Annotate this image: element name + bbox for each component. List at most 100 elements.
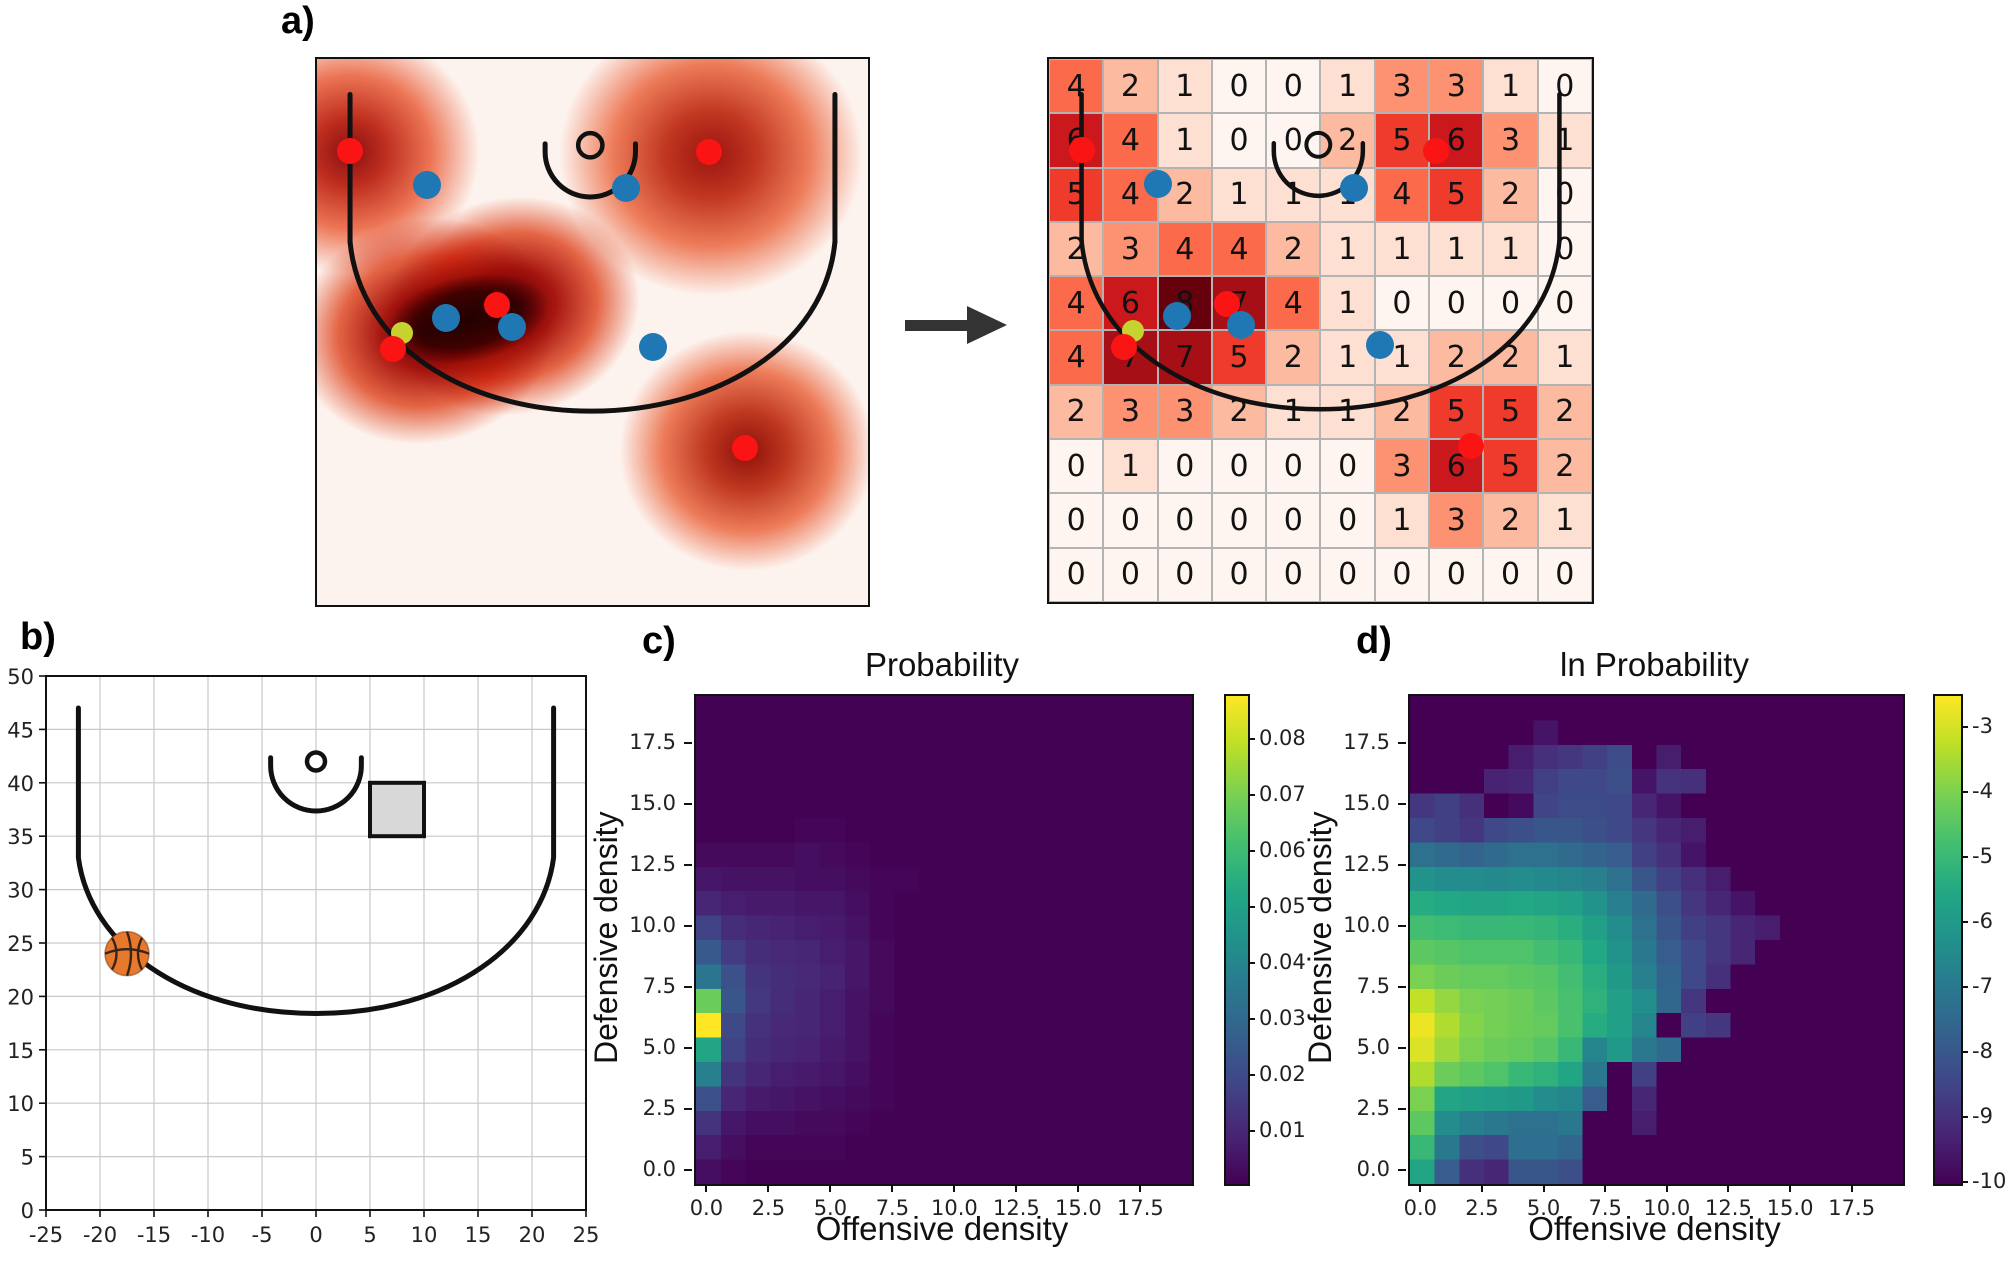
grid-cell: 4 (1049, 276, 1104, 331)
grid-cell-value: 3 (1120, 394, 1140, 430)
panel-c-title: Probability (864, 646, 1020, 683)
grid-cell-value: 1 (1283, 394, 1303, 430)
b-x-tick-label: 20 (519, 1223, 546, 1247)
panel-c-colorbar (1224, 694, 1250, 1186)
offense-player-dot (337, 137, 364, 164)
grid-cell-value: 0 (1555, 177, 1575, 213)
heatmap-x-tick-mark (829, 1184, 832, 1192)
grid-cell-value: 1 (1175, 122, 1195, 158)
panel-c-heatmap (694, 694, 1194, 1186)
b-y-tick-label: 35 (7, 825, 34, 849)
colorbar-tick-mark (1248, 961, 1255, 964)
grid-cell-value: 2 (1338, 122, 1358, 158)
grid-cell: 4 (1374, 167, 1430, 222)
basketball-seam (110, 937, 118, 971)
heatmap-y-tick-label: 5.0 (1356, 1034, 1390, 1059)
grid-cell: 1 (1537, 330, 1592, 385)
grid-cell: 1 (1266, 384, 1321, 440)
grid-cell-value: 4 (1175, 231, 1195, 267)
heatmap-x-tick-label: 12.5 (993, 1196, 1040, 1220)
grid-cell-value: 3 (1446, 503, 1466, 539)
grid-cell: 1 (1211, 167, 1267, 222)
grid-cell: 0 (1320, 547, 1375, 602)
grid-cell-value: 3 (1120, 231, 1140, 267)
grid-cell: 1 (1320, 221, 1375, 277)
grid-cell-value: 0 (1555, 231, 1575, 267)
b-y-tick-label: 20 (7, 985, 34, 1009)
grid-cell: 6 (1429, 439, 1484, 494)
heatmap-y-tick-label: 10.0 (1343, 912, 1390, 937)
colorbar-tick-mark (1961, 1115, 1968, 1118)
grid-cell: 4 (1157, 221, 1212, 277)
grid-cell-value: 0 (1283, 448, 1303, 484)
b-y-tick-label: 50 (7, 665, 34, 689)
colorbar-tick-mark (1248, 793, 1255, 796)
grid-cell: 0 (1103, 493, 1158, 548)
colorbar-tick-label: 0.08 (1259, 725, 1306, 750)
grid-cell: 0 (1211, 439, 1267, 494)
basketball-seam (104, 947, 150, 955)
grid-cell: 3 (1429, 59, 1484, 114)
grid-cell: 0 (1483, 547, 1538, 602)
grid-cell: 1 (1374, 330, 1430, 385)
grid-cell: 0 (1157, 493, 1212, 548)
heatmap-x-tick-mark (1077, 1184, 1080, 1192)
panel-d-colorbar (1933, 694, 1963, 1186)
panel-d-title: ln Probability (1560, 646, 1749, 683)
colorbar-tick-label: -5 (1972, 843, 1993, 868)
grid-cell: 4 (1103, 113, 1158, 168)
grid-cell-value: 3 (1175, 394, 1195, 430)
grid-cell-value: 0 (1066, 503, 1086, 539)
b-y-tick-label: 40 (7, 772, 34, 796)
grid-cell: 4 (1211, 221, 1267, 277)
heatmap-y-tick-mark (684, 802, 692, 805)
colorbar-tick-mark (1248, 737, 1255, 740)
grid-cell-value: 0 (1500, 285, 1521, 321)
grid-cell-value: 0 (1392, 285, 1412, 321)
b-y-tick-label: 0 (21, 1199, 34, 1223)
grid-cell-value: 1 (1555, 340, 1575, 376)
grid-cell: 7 (1157, 330, 1212, 385)
grid-cell-value: 1 (1555, 503, 1575, 539)
grid-cell-value: 0 (1229, 557, 1249, 593)
b-x-tick-label: -10 (191, 1223, 225, 1247)
grid-cell-value: 0 (1500, 557, 1521, 593)
grid-cell-value: 0 (1175, 503, 1195, 539)
grid-cell: 5 (1429, 384, 1484, 440)
grid-cell: 5 (1429, 167, 1484, 222)
grid-cell: 0 (1103, 547, 1158, 602)
colorbar-tick-label: 0.04 (1259, 949, 1306, 974)
grid-cell: 0 (1211, 493, 1267, 548)
grid-cell: 1 (1483, 221, 1538, 277)
kde-density-blob (317, 128, 710, 484)
grid-cell: 1 (1157, 59, 1212, 114)
b-x-tick-label: -20 (83, 1223, 117, 1247)
grid-cell-value: 0 (1229, 503, 1249, 539)
grid-cell: 3 (1429, 493, 1484, 548)
grid-cell-value: 1 (1500, 231, 1521, 267)
b-gray-square (368, 780, 426, 839)
grid-cell-value: 4 (1066, 340, 1086, 376)
b-x-tick-label: -15 (137, 1223, 171, 1247)
grid-cell: 0 (1537, 59, 1592, 114)
heatmap-x-tick-label: 0.0 (689, 1196, 724, 1220)
grid-cell-value: 5 (1229, 340, 1249, 376)
grid-cell-value: 2 (1066, 231, 1086, 267)
heatmap-y-tick-mark (1398, 802, 1406, 805)
heatmap-y-tick-mark (684, 1168, 692, 1171)
heatmap-x-tick-mark (1480, 1184, 1483, 1192)
heatmap-y-tick-mark (1398, 924, 1406, 927)
grid-cell-value: 2 (1555, 448, 1575, 484)
grid-cell: 0 (1266, 59, 1321, 114)
heatmap-x-tick-label: 10.0 (1643, 1196, 1691, 1220)
grid-cell: 0 (1537, 547, 1592, 602)
heatmap-x-tick-mark (1015, 1184, 1018, 1192)
kde-density-blob (506, 59, 868, 345)
heatmap-y-tick-label: 0.0 (1356, 1156, 1390, 1181)
ln-probability-heatmap-canvas (1410, 696, 1903, 1184)
basketball-seam (136, 937, 144, 971)
colorbar-tick-label: -4 (1972, 778, 1993, 803)
b-court-line (268, 755, 364, 814)
grid-cell-value: 2 (1446, 340, 1466, 376)
